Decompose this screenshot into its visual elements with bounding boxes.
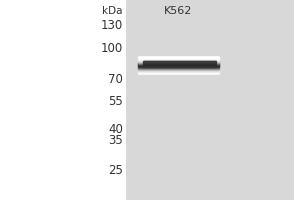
Text: 40: 40: [108, 123, 123, 136]
Text: 35: 35: [108, 134, 123, 147]
FancyBboxPatch shape: [126, 0, 294, 200]
Text: K562: K562: [164, 6, 193, 16]
Text: 130: 130: [101, 19, 123, 32]
Text: kDa: kDa: [103, 6, 123, 16]
Text: 100: 100: [101, 42, 123, 55]
Text: 55: 55: [108, 95, 123, 108]
Text: 70: 70: [108, 73, 123, 86]
Text: 25: 25: [108, 164, 123, 177]
